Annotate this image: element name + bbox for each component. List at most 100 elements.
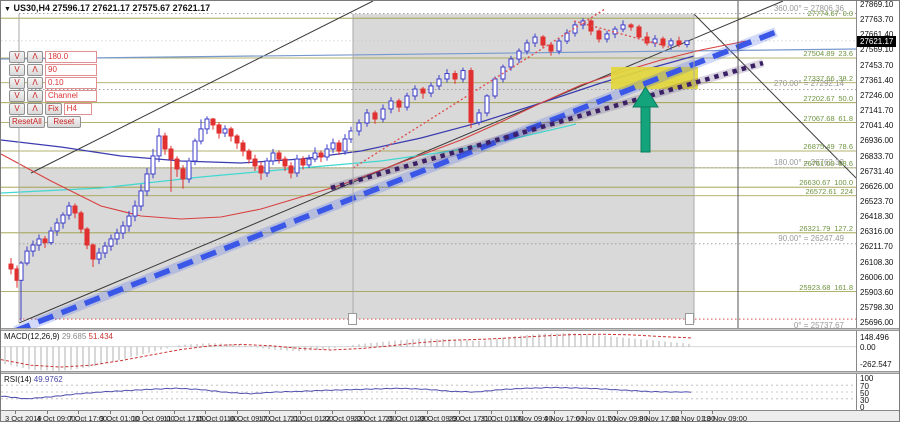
- candle-body: [204, 118, 210, 130]
- time-axis: 3 Oct 2019 4 Oct 09:00 7 Oct 17:00 9 Oct 01…: [1, 410, 899, 422]
- candle-body: [508, 58, 514, 68]
- candle-body: [288, 165, 294, 174]
- candle-body: [604, 33, 610, 40]
- main-chart-pane[interactable]: ▼ US30,H4 27596.17 27621.17 27575.67 276…: [1, 1, 899, 331]
- gann-increase-button-2[interactable]: Λ: [27, 77, 43, 89]
- candle-body: [348, 130, 354, 140]
- gann-decrease-button-0[interactable]: V: [9, 51, 25, 63]
- fib-level-label: 26630.67 100.0: [799, 178, 853, 188]
- price-axis-label: 26418.30: [860, 212, 894, 222]
- reset-button[interactable]: Reset: [46, 116, 81, 128]
- time-axis-tick: [522, 411, 524, 414]
- current-price-badge: 27621.17: [857, 35, 897, 47]
- time-axis-tick: [300, 411, 302, 414]
- trendline-red-dotted[interactable]: [573, 20, 670, 48]
- candle-body: [306, 158, 312, 166]
- collapse-triangle-icon[interactable]: ▼: [4, 6, 11, 13]
- macd-axis-label: -262.547: [860, 360, 892, 369]
- gann-value-field-1[interactable]: 90: [45, 64, 97, 76]
- candle-body: [342, 138, 348, 152]
- fib-level-label: 27504.89 23.6: [803, 49, 853, 59]
- horizontal-blue-line[interactable]: [1, 48, 856, 60]
- candle-body: [620, 24, 626, 30]
- pane-separator[interactable]: [1, 328, 899, 331]
- candle-body: [476, 112, 482, 123]
- candle-body: [484, 95, 490, 114]
- candle-body: [548, 44, 554, 52]
- time-axis-label: 21 Oct 01:00: [290, 414, 334, 422]
- time-axis-label: 29 Oct 17:00: [448, 414, 492, 422]
- time-axis-tick: [205, 411, 207, 414]
- gann-value-field-3[interactable]: Channel: [45, 90, 97, 102]
- gann-increase-button-4[interactable]: Λ: [27, 103, 43, 115]
- price-axis-label: 26731.40: [860, 166, 894, 176]
- gann-value-field-0[interactable]: 180.0: [45, 51, 97, 63]
- candle-body: [264, 160, 270, 174]
- trendline-black[interactable]: [693, 13, 856, 181]
- symbol-ohlc-header: ▼ US30,H4 27596.17 27621.17 27575.67 276…: [4, 3, 210, 13]
- green-arrow-shaft[interactable]: [640, 104, 651, 153]
- candle-body: [90, 244, 96, 260]
- trendline-blue-dashed[interactable]: [15, 29, 778, 328]
- trendline-purple-dotted[interactable]: [330, 60, 764, 191]
- gann-value-field-4[interactable]: H4: [63, 103, 92, 115]
- pane-separator[interactable]: [1, 371, 899, 374]
- macd-axis: 148.496 0.00 -262.547: [856, 331, 899, 371]
- fib-level-label: 26321.79 127.2: [799, 223, 853, 233]
- gann-decrease-button-3[interactable]: V: [9, 90, 25, 102]
- candle-body: [294, 158, 300, 174]
- rsi-axis-label: 70: [860, 381, 869, 391]
- price-axis-label: 26936.00: [860, 136, 894, 146]
- candle-body: [198, 128, 204, 142]
- gann-anchor-box[interactable]: [348, 313, 357, 325]
- price-axis-label: 26523.70: [860, 196, 894, 206]
- candle-body: [404, 95, 410, 108]
- candle-body: [564, 32, 570, 42]
- gann-decrease-button-1[interactable]: V: [9, 64, 25, 76]
- gann-decrease-button-4[interactable]: V: [9, 103, 25, 115]
- gann-level-label: 90.00° = 26247.49: [778, 233, 844, 243]
- candle-body: [48, 230, 54, 244]
- candle-body: [460, 70, 466, 80]
- gann-increase-button-1[interactable]: Λ: [27, 64, 43, 76]
- time-axis-label: 13 Nov 09:00: [702, 414, 748, 422]
- candle-body: [468, 70, 474, 123]
- gann-increase-button-0[interactable]: Λ: [27, 51, 43, 63]
- candle-body: [364, 112, 370, 124]
- gann-control-panel: V Λ 180.0 V Λ 90 V Λ 0.10 V Λ Channel V Λ Fix H4 ResetAl…: [9, 51, 97, 129]
- candle-body: [234, 135, 240, 144]
- gann-anchor-box[interactable]: [685, 313, 694, 325]
- candle-body: [628, 24, 634, 28]
- reset-all-button[interactable]: ResetAll: [9, 116, 45, 128]
- candle-body: [412, 88, 418, 97]
- gann-increase-button-3[interactable]: Λ: [27, 90, 43, 102]
- green-arrow-head[interactable]: [632, 86, 659, 108]
- rsi-axis: 100 70 50 30 0: [856, 374, 899, 412]
- trendline-red-dotted[interactable]: [352, 8, 606, 169]
- candle-body: [132, 205, 138, 217]
- time-axis-label: 22 Oct 09:00: [322, 414, 365, 422]
- trendline-black[interactable]: [30, 1, 374, 174]
- time-axis-tick: [173, 411, 175, 414]
- rsi-value: 49.9762: [33, 375, 63, 384]
- gann-level-label: 0° = 25737.67: [793, 321, 844, 331]
- candle-body: [372, 112, 378, 120]
- candle-body: [330, 142, 336, 150]
- candle-body: [8, 263, 14, 270]
- candle-body: [356, 122, 362, 132]
- gann-level-label: 180.00° = 26762.32: [773, 157, 844, 167]
- gann-decrease-button-2[interactable]: V: [9, 77, 25, 89]
- candle-body: [396, 100, 402, 108]
- candle-body: [444, 73, 450, 80]
- gann-fix-button[interactable]: Fix: [45, 103, 62, 115]
- candle-body: [14, 268, 20, 281]
- chart-canvas[interactable]: [1, 1, 856, 328]
- candle-body: [684, 40, 690, 46]
- time-axis-tick: [78, 411, 80, 414]
- candle-body: [18, 262, 24, 281]
- gann-value-field-2[interactable]: 0.10: [45, 77, 97, 89]
- ma-blue: [1, 55, 695, 164]
- candle-body: [644, 36, 650, 44]
- candle-body: [436, 78, 442, 87]
